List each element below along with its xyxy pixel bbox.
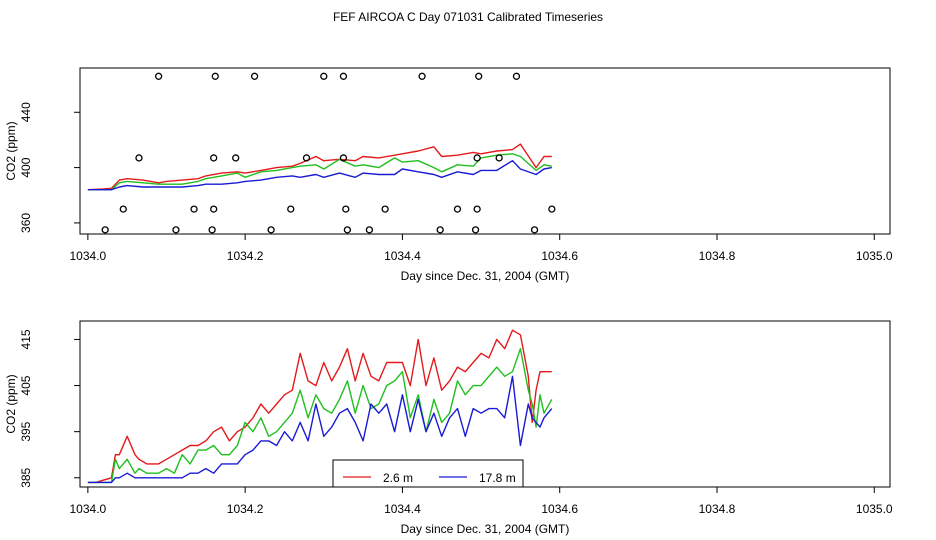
marker-point	[232, 154, 240, 162]
marker-point	[339, 154, 348, 162]
marker-point	[342, 205, 350, 213]
marker-point	[548, 205, 556, 213]
marker-point	[512, 72, 521, 80]
x-tick-label: 1034.2	[227, 249, 264, 263]
y-tick-label: 385	[19, 467, 33, 487]
y-tick-label: 360	[19, 213, 33, 233]
marker-point	[135, 154, 143, 162]
marker-point	[101, 226, 109, 234]
marker-point	[475, 72, 483, 80]
series-line-green	[87, 348, 553, 484]
y-axis-label: CO2 (ppm)	[4, 374, 18, 433]
marker-point	[381, 205, 389, 213]
x-tick-label: 1034.4	[384, 502, 421, 516]
x-tick-label: 1034.0	[70, 502, 107, 516]
legend-label: 17.8 m	[479, 471, 516, 485]
series-line-blue	[87, 375, 553, 484]
marker-point	[473, 154, 481, 162]
marker-point	[471, 226, 480, 234]
marker-point	[418, 72, 426, 80]
marker-point	[267, 226, 275, 234]
plot-panel-bottom: 1034.0 1034.2 1034.4 1034.6 1034.8 1035.0 385 3…	[4, 320, 893, 536]
x-tick-label: 1035.0	[856, 249, 893, 263]
x-tick-label: 1034.4	[384, 249, 421, 263]
y-axis-label: CO2 (ppm)	[4, 121, 18, 180]
x-tick-label: 1034.8	[699, 249, 736, 263]
y-tick-label: 405	[19, 375, 33, 395]
x-tick-label: 1034.6	[541, 249, 578, 263]
marker-point	[287, 205, 295, 213]
marker-point	[495, 154, 503, 162]
marker-point	[250, 72, 259, 80]
legend: 2.6 m 17.8 m	[332, 459, 524, 488]
x-tick-label: 1035.0	[856, 502, 893, 516]
x-axis-label: Day since Dec. 31, 2004 (GMT)	[401, 522, 570, 536]
x-axis-label: Day since Dec. 31, 2004 (GMT)	[401, 269, 570, 283]
marker-point	[210, 154, 218, 162]
series-line-red	[87, 329, 552, 484]
x-tick-label: 1034.6	[541, 502, 578, 516]
x-tick-label: 1034.2	[227, 502, 264, 516]
marker-point	[436, 226, 444, 234]
y-tick-label: 400	[19, 157, 33, 177]
marker-point	[320, 72, 328, 80]
x-tick-label: 1034.0	[70, 249, 107, 263]
marker-point	[343, 226, 352, 234]
legend-box	[332, 459, 524, 488]
marker-point	[172, 226, 180, 234]
legend-label: 2.6 m	[383, 471, 413, 485]
plot-frame	[79, 67, 891, 235]
marker-point	[211, 72, 219, 80]
marker-point	[208, 226, 216, 234]
marker-point	[210, 205, 218, 213]
marker-point	[190, 205, 198, 213]
marker-point	[302, 154, 311, 162]
plot-panel-top: 1034.0 1034.2 1034.4 1034.6 1034.8 1035.0 360 4…	[4, 67, 893, 283]
marker-point	[365, 226, 374, 234]
y-tick-label: 415	[19, 329, 33, 349]
series-line-red	[87, 143, 552, 191]
marker-point	[119, 205, 127, 213]
marker-point	[473, 205, 481, 213]
marker-point	[530, 226, 539, 234]
y-tick-label: 395	[19, 421, 33, 441]
y-tick-label: 440	[19, 102, 33, 122]
marker-point	[154, 72, 163, 80]
x-tick-label: 1034.8	[699, 502, 736, 516]
chart-title: FEF AIRCOA C Day 071031 Calibrated Times…	[332, 10, 604, 24]
series-line-blue	[87, 159, 552, 191]
marker-point	[453, 205, 462, 213]
marker-point	[339, 72, 348, 80]
